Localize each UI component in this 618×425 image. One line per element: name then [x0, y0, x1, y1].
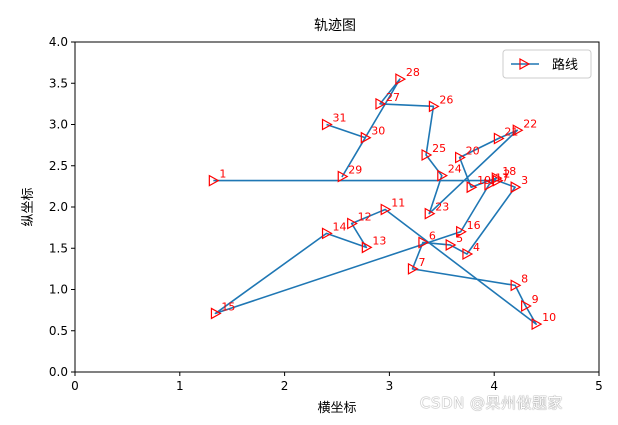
route-marker [380, 203, 392, 216]
route-point-label: 7 [418, 256, 425, 269]
route-marker [455, 151, 466, 164]
route-marker [424, 207, 436, 220]
route-point-label: 23 [435, 201, 449, 214]
y-tick-label: 4.0 [49, 35, 68, 49]
route-line [213, 78, 537, 325]
y-tick-label: 0.0 [49, 365, 68, 379]
route-marker [361, 241, 373, 254]
route-marker [360, 131, 372, 144]
route-point-label: 8 [521, 272, 528, 285]
route-point-label: 19 [477, 174, 491, 187]
route-point-label: 11 [391, 196, 405, 209]
route-marker [321, 227, 333, 240]
x-tick-label: 1 [176, 379, 184, 393]
y-tick-label: 2.0 [49, 200, 68, 214]
route-marker [421, 149, 433, 162]
y-tick-label: 2.5 [49, 159, 68, 173]
legend-label: 路线 [552, 57, 578, 73]
route-marker [484, 178, 496, 191]
watermark: CSDN @果州做题家 [420, 394, 564, 412]
route-marker [493, 132, 505, 145]
route-marker [428, 100, 440, 113]
route-point-label: 21 [504, 126, 518, 139]
route-point-label: 10 [542, 311, 556, 324]
route-marker [512, 124, 524, 137]
route-point-label: 5 [456, 232, 463, 245]
y-tick-label: 3.5 [49, 76, 68, 90]
route-point-label: 28 [406, 66, 420, 79]
route-point-label: 2 [503, 168, 510, 181]
x-tick-label: 5 [595, 379, 603, 393]
route-marker [492, 174, 504, 187]
y-axis-label: 纵坐标 [21, 187, 36, 226]
route-marker [531, 318, 543, 331]
route-marker [210, 307, 222, 320]
x-axis-ticks: 0 1 2 3 4 5 [71, 372, 603, 393]
route-point-label: 4 [473, 241, 480, 254]
y-tick-label: 0.5 [49, 324, 68, 338]
route-marker [407, 262, 419, 275]
route-marker [445, 238, 457, 251]
route-marker [347, 217, 358, 230]
route-point-label: 31 [333, 112, 347, 125]
route-marker [208, 174, 220, 187]
route-point-label: 13 [372, 234, 386, 247]
route-point-label: 16 [467, 219, 481, 232]
y-tick-label: 3.0 [49, 118, 68, 132]
x-tick-label: 4 [490, 379, 498, 393]
y-tick-label: 1.0 [49, 283, 68, 297]
x-axis-label: 横坐标 [317, 401, 356, 416]
route-marker [510, 181, 522, 194]
route-point-label: 30 [371, 125, 385, 138]
route-marker [418, 236, 430, 249]
route-marker [466, 181, 478, 194]
route-marker [456, 225, 467, 238]
route-point-label: 17 [495, 172, 509, 185]
route-marker [521, 299, 532, 313]
route-marker [437, 169, 449, 182]
route-marker [462, 248, 474, 261]
route-point-label: 18 [502, 165, 516, 178]
x-tick-label: 3 [386, 379, 394, 393]
axes-frame [74, 41, 600, 373]
route-point-label: 6 [429, 229, 436, 242]
legend-marker-swatch [519, 57, 531, 71]
route-point-label: 14 [333, 220, 347, 233]
route-line-series [213, 78, 537, 325]
y-tick-label: 1.5 [49, 241, 68, 255]
route-marker [510, 279, 522, 292]
route-point-label: 1 [219, 168, 226, 181]
legend-box [502, 49, 592, 79]
route-point-label: 26 [439, 93, 453, 106]
route-point-label: 29 [348, 163, 362, 176]
route-point-labels: 1 234567891011121314151617181920212223242… [219, 66, 556, 324]
route-marker [321, 118, 333, 131]
x-tick-label: 0 [71, 379, 79, 393]
route-point-label: 25 [432, 142, 446, 155]
route-markers [208, 73, 543, 331]
legend: 路线 [502, 49, 592, 79]
route-point-label: 22 [523, 117, 537, 130]
plot-area [74, 41, 600, 373]
route-point-label: 12 [358, 211, 372, 224]
route-marker [375, 97, 387, 110]
route-point-label: 24 [448, 163, 462, 176]
route-marker [491, 172, 503, 185]
route-point-label: 20 [466, 145, 480, 158]
route-marker [395, 73, 407, 86]
chart-title: 轨迹图 [314, 18, 356, 34]
route-point-label: 3 [521, 174, 528, 187]
route-point-label: 15 [221, 300, 235, 313]
route-point-label: 27 [386, 91, 400, 104]
y-axis-ticks: 0.0 0.5 1.0 1.5 2.0 2.5 3.0 3.5 4.0 [49, 35, 75, 379]
route-marker [337, 170, 349, 183]
route-point-label: 9 [532, 293, 539, 306]
x-tick-label: 2 [281, 379, 289, 393]
